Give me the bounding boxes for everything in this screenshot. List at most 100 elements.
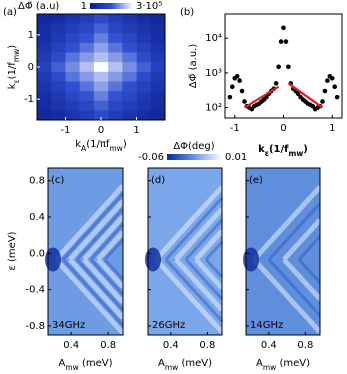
- panel-label: (b): [180, 7, 194, 18]
- x-tick-label: 1: [133, 125, 139, 136]
- plot-frame: [147, 167, 223, 336]
- pattern-stripe: [82, 214, 125, 305]
- y-axis-label-part: k: [7, 83, 18, 89]
- heatmap-cell: [122, 110, 137, 120]
- heatmap-cell: [108, 91, 123, 102]
- heatmap-cell: [122, 81, 137, 92]
- x-axis-label-part: A: [158, 358, 165, 369]
- heatmap-cell: [93, 23, 109, 34]
- y-tick-label: 10³: [205, 68, 222, 79]
- pattern-stripe: [154, 185, 224, 334]
- data-point: [227, 94, 233, 100]
- heatmap-cell: [150, 91, 165, 102]
- pattern-stripe: [174, 207, 224, 312]
- heatmap-cell: [37, 52, 52, 63]
- heatmap-cell: [51, 42, 66, 53]
- y-tick-label: 0: [28, 62, 34, 73]
- heatmap-cell: [37, 91, 52, 102]
- heatmap-cell: [136, 42, 152, 53]
- data-point: [295, 91, 301, 97]
- heatmap-cell: [65, 23, 80, 34]
- data-point: [283, 39, 289, 44]
- data-point: [230, 84, 235, 89]
- heatmap-cell: [93, 100, 109, 111]
- heatmap-cell: [51, 14, 66, 24]
- pattern-stripe: [54, 184, 125, 335]
- dark-spot: [145, 247, 161, 272]
- heatmap-cell: [37, 42, 52, 53]
- panel-label: (d): [151, 175, 165, 186]
- image-pattern: [243, 185, 322, 334]
- heatmap-cell: [122, 52, 137, 63]
- heatmap-cell: [136, 23, 152, 34]
- y-tick-label: 0.4: [29, 212, 45, 223]
- pattern-stripe: [267, 202, 322, 317]
- heatmap-cell: [79, 23, 95, 34]
- data-point: [322, 88, 328, 94]
- heatmap-cell: [65, 52, 80, 63]
- heatmap-cell: [136, 71, 152, 82]
- heatmap-cell: [93, 14, 109, 24]
- heatmap-cell: [122, 91, 137, 102]
- heatmap-cell: [150, 110, 165, 120]
- heatmap-cell: [122, 33, 137, 44]
- y-tick-label: -0.8: [25, 321, 45, 332]
- heatmap-cell: [150, 33, 165, 44]
- panel-label: (e): [249, 175, 263, 186]
- heatmap-cell: [79, 110, 95, 120]
- heatmap-cell: [136, 14, 152, 24]
- heatmap-cell: [136, 62, 152, 73]
- heatmap-cell: [93, 81, 109, 92]
- data-point: [286, 64, 291, 70]
- heatmap-cell: [122, 100, 137, 111]
- x-tick-label: 0.4: [163, 340, 179, 351]
- heatmap-cell: [37, 71, 52, 82]
- data-point: [273, 81, 279, 86]
- x-axis-label-part: mw: [165, 363, 178, 372]
- x-axis-label-part: k: [258, 144, 265, 155]
- colorbar-label: ΔΦ̃ (a.u): [18, 0, 59, 12]
- heatmap-cell: [65, 14, 80, 24]
- heatmap-cell: [108, 110, 123, 120]
- x-axis-label-part: ): [123, 139, 127, 150]
- heatmap-cell: [37, 14, 52, 24]
- x-tick-label: -1: [60, 125, 70, 136]
- y-tick-label: -1: [24, 94, 34, 105]
- data-point: [329, 75, 335, 81]
- image-background: [246, 168, 320, 335]
- heatmap-cell: [37, 110, 52, 120]
- heatmap-cell: [108, 100, 123, 111]
- x-axis-label: Amw (meV): [256, 358, 310, 372]
- x-axis-label-part: mw: [289, 149, 304, 158]
- pattern-stripe: [184, 218, 224, 301]
- panel-label: (c): [51, 175, 64, 186]
- x-axis-label-part: A: [81, 144, 87, 153]
- heatmap-cell: [122, 71, 137, 82]
- heatmap-cell: [79, 14, 95, 24]
- pattern-stripe: [75, 207, 125, 312]
- y-axis-label: ΔΦ̃ (a.u.): [187, 44, 199, 89]
- heatmap-cell: [65, 71, 80, 82]
- heatmap-cell: [136, 52, 152, 63]
- heatmap-cell: [93, 62, 109, 73]
- data-point: [325, 78, 330, 83]
- x-tick-label: 0: [98, 125, 104, 136]
- y-axis-label-part: mw: [12, 49, 21, 62]
- annotation: 14GHz: [250, 320, 283, 331]
- dark-spot: [45, 247, 61, 272]
- pattern-stripe: [96, 230, 125, 289]
- x-tick-label: 0.8: [297, 340, 313, 351]
- heatmap-cell: [122, 42, 137, 53]
- heatmap-cell: [108, 81, 123, 92]
- heatmap-cell: [51, 91, 66, 102]
- data-point: [234, 73, 240, 79]
- y-tick-label: 0.0: [29, 248, 45, 259]
- heatmap-cell: [93, 71, 109, 82]
- heatmap-cell: [108, 14, 123, 24]
- colorbar: [167, 154, 222, 160]
- heatmap-cell: [108, 52, 123, 63]
- heatmap-cell: [136, 81, 152, 92]
- colorbar-tick-label: 3·10⁵: [136, 1, 162, 12]
- colorbar-tick-label: 1: [81, 1, 87, 12]
